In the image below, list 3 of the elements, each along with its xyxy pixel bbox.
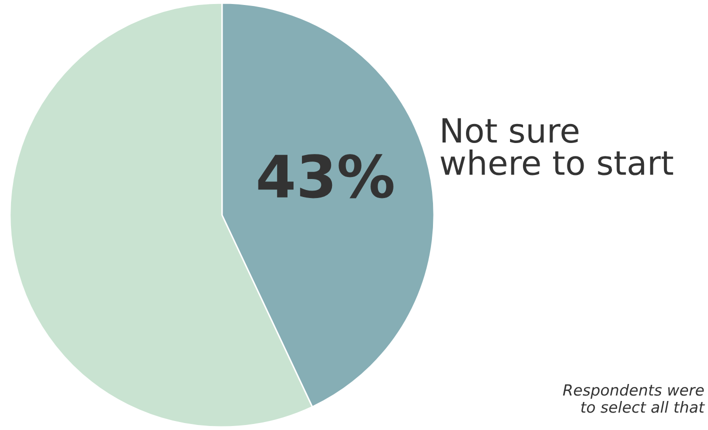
- data-label: 43%: [258, 154, 394, 198]
- slice-label: Not sure where to start: [440, 118, 674, 176]
- text: Respondents were to select all that: [563, 384, 705, 413]
